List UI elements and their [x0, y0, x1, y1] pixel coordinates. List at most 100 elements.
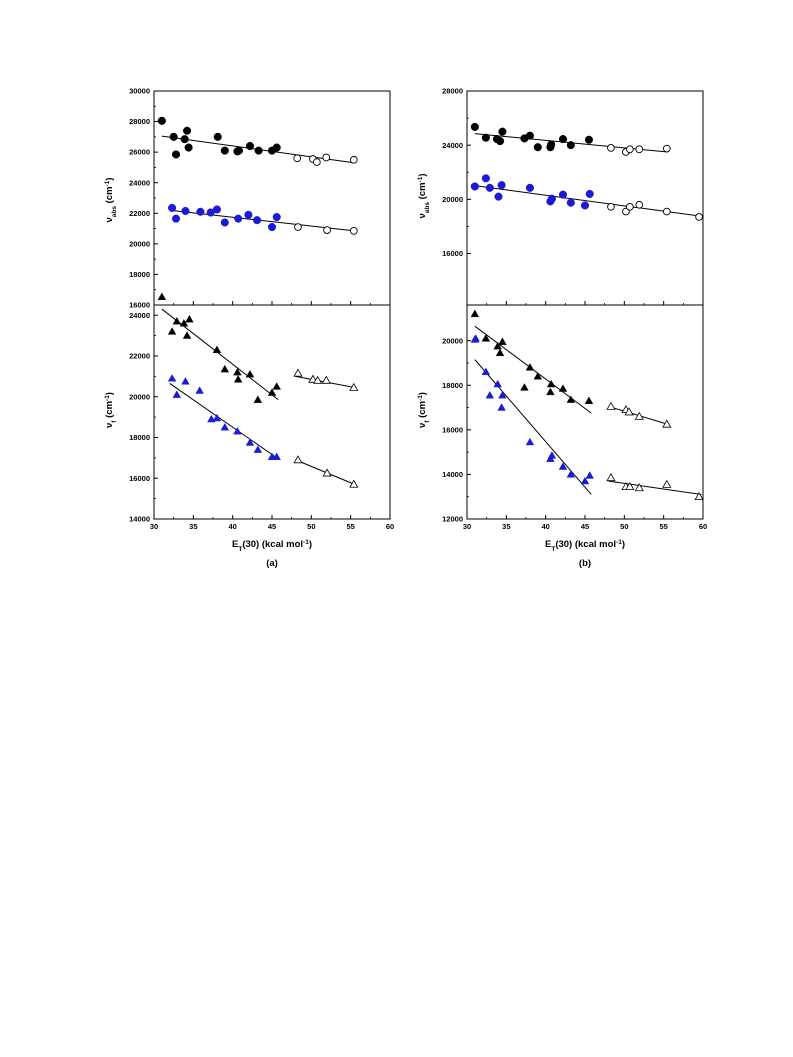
- y-tick-label: 20000: [442, 195, 463, 204]
- data-point-circle: [494, 192, 503, 201]
- data-point-circle: [481, 133, 490, 142]
- y-axis-label-part: ): [104, 392, 115, 395]
- data-point-circle: [695, 213, 703, 221]
- data-point-circle: [171, 214, 181, 223]
- data-point-circle: [254, 146, 263, 155]
- y-axis-label-part: ): [104, 178, 115, 181]
- data-point-circle: [272, 213, 281, 222]
- data-point-triangle: [313, 375, 323, 384]
- x-tick-label: 55: [659, 522, 667, 531]
- data-point-triangle: [558, 384, 568, 392]
- data-point-circle: [525, 131, 534, 140]
- data-point-triangle: [182, 331, 192, 339]
- panel-label: (b): [579, 558, 591, 569]
- x-axis-label-part: E: [545, 539, 551, 550]
- data-point-circle: [558, 190, 568, 199]
- y-axis-label-part: (cm: [417, 401, 428, 421]
- data-point-circle: [470, 182, 479, 191]
- data-point-triangle: [220, 364, 230, 373]
- data-point-circle: [498, 127, 507, 136]
- data-point-circle: [607, 202, 615, 211]
- x-axis-label-part: -1: [616, 539, 622, 546]
- data-point-circle: [585, 189, 594, 198]
- data-point-circle: [635, 145, 644, 154]
- y-tick-label: 24000: [129, 178, 150, 187]
- x-tick-label: 60: [386, 522, 394, 531]
- data-point-triangle: [662, 479, 672, 488]
- data-point-circle: [485, 183, 494, 192]
- y-axis-label-part: ): [417, 392, 428, 395]
- data-point-triangle: [606, 473, 616, 482]
- data-point-circle: [625, 145, 634, 154]
- data-point-circle: [168, 203, 177, 212]
- data-point-circle: [294, 223, 302, 231]
- data-point-triangle: [566, 470, 576, 478]
- panel-label: (a): [266, 558, 278, 569]
- y-tick-label: 16000: [442, 425, 463, 434]
- x-tick-label: 50: [620, 522, 628, 531]
- y-tick-label: 14000: [129, 515, 150, 524]
- data-point-circle: [349, 155, 358, 164]
- x-axis-label-part: (30) (kcal mol: [242, 539, 303, 550]
- data-point-circle: [293, 154, 302, 163]
- data-point-triangle: [195, 386, 204, 394]
- data-point-triangle: [493, 379, 502, 388]
- y-axis-label-part: f: [111, 420, 118, 423]
- data-point-circle: [470, 122, 479, 131]
- y-tick-label: 22000: [129, 352, 150, 361]
- data-point-triangle: [470, 309, 480, 318]
- data-point-triangle: [634, 411, 644, 420]
- data-point-circle: [349, 227, 358, 235]
- y-tick-label: 16000: [442, 249, 463, 258]
- data-point-circle: [171, 150, 181, 159]
- data-point-triangle: [493, 341, 502, 350]
- chart-panel-b-bottom: 12000 14000 16000 18000 20000 30 35 40 45 50 55 60 ν…: [417, 304, 707, 569]
- data-point-circle: [213, 132, 222, 141]
- data-point-circle: [180, 135, 189, 144]
- y-axis-label-part: (cm: [104, 186, 115, 206]
- y-axis-label: νabs (cm-1): [104, 178, 118, 223]
- data-point-triangle: [293, 368, 303, 377]
- data-point-triangle: [220, 422, 230, 431]
- data-point-circle: [245, 141, 255, 151]
- data-point-circle: [182, 126, 192, 135]
- y-axis-label-part: abs: [111, 206, 118, 218]
- data-point-triangle: [481, 334, 491, 342]
- chart-panel-a-bottom: 14000 16000 18000 20000 22000 24000 30 35 40 45 50…: [104, 292, 394, 569]
- data-point-circle: [625, 202, 634, 211]
- data-point-triangle: [272, 382, 281, 390]
- data-point-circle: [196, 207, 205, 216]
- y-axis-label-part: ν: [104, 217, 115, 222]
- data-point-triangle: [321, 375, 331, 384]
- data-point-triangle: [349, 382, 359, 391]
- x-axis-label: ET(30) (kcal mol-1): [545, 539, 625, 553]
- y-axis-label-part: -1: [104, 180, 111, 186]
- chart-panel-a-top: 16000 18000 20000 22000 24000 26000 28000 30000…: [104, 87, 391, 310]
- data-point-circle: [244, 210, 253, 219]
- data-point-triangle: [185, 314, 194, 323]
- y-tick-label: 20000: [129, 392, 150, 401]
- x-axis-label-part: (30) (kcal mol: [555, 539, 616, 550]
- plot-frame: [466, 90, 704, 306]
- data-point-circle: [662, 207, 671, 216]
- y-tick-label: 30000: [129, 87, 150, 96]
- data-point-triangle: [546, 387, 555, 396]
- x-axis-label-part: E: [232, 539, 238, 550]
- data-point-circle: [547, 140, 556, 149]
- data-point-triangle: [233, 375, 243, 383]
- data-point-circle: [157, 116, 166, 125]
- x-axis-label-part: ): [309, 539, 312, 550]
- y-tick-label: 28000: [129, 117, 150, 126]
- y-axis-label-part: ): [417, 174, 428, 177]
- data-point-circle: [169, 132, 178, 141]
- y-axis-label-part: ν: [417, 423, 428, 428]
- data-point-triangle: [212, 345, 222, 353]
- data-point-triangle: [634, 483, 644, 492]
- data-point-triangle: [245, 369, 255, 378]
- y-tick-label: 18000: [129, 433, 150, 442]
- data-point-triangle: [181, 377, 190, 385]
- data-point-triangle: [233, 367, 242, 376]
- data-point-circle: [584, 135, 593, 144]
- data-point-triangle: [349, 479, 359, 488]
